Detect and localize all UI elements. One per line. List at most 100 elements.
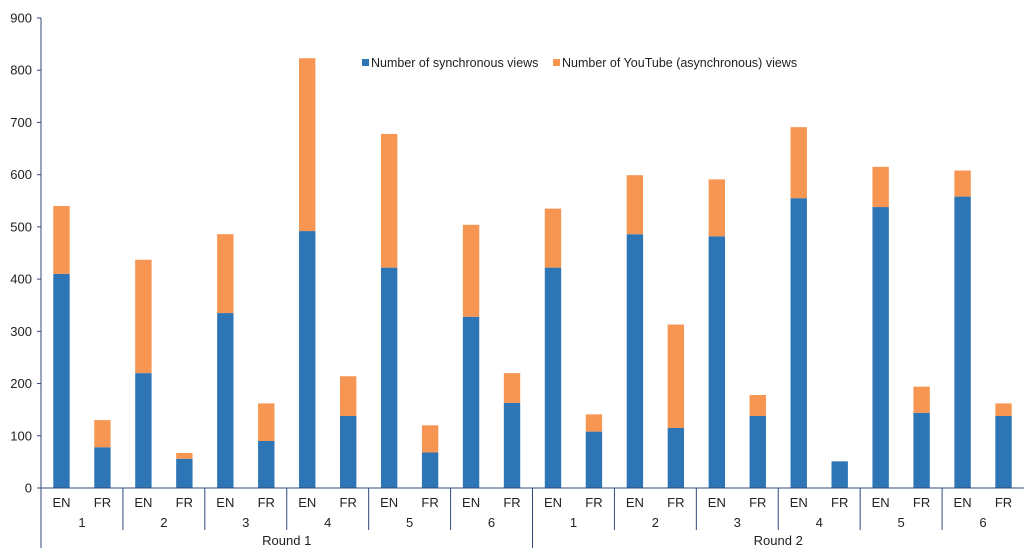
x-category-label: FR (176, 495, 193, 510)
bar-youtube (503, 373, 521, 403)
bar-youtube (53, 206, 70, 274)
x-subgroup-label: 3 (242, 515, 249, 530)
legend: Number of synchronous views Number of You… (362, 56, 797, 70)
bar-synchronous (339, 415, 357, 488)
x-category-label: EN (626, 495, 644, 510)
y-tick-label: 700 (10, 115, 32, 130)
x-category-label: FR (258, 495, 275, 510)
bar-synchronous (749, 415, 766, 488)
x-category-label: FR (913, 495, 930, 510)
x-category-label: FR (995, 495, 1012, 510)
x-category-label: EN (954, 495, 972, 510)
x-category-label: EN (216, 495, 234, 510)
bar-youtube (544, 208, 562, 268)
y-tick-label: 800 (10, 63, 32, 78)
bar-synchronous (217, 313, 234, 488)
y-tick-label: 100 (10, 428, 32, 443)
bar-youtube (94, 420, 111, 448)
bar-synchronous (94, 447, 111, 488)
x-subgroup-label: 3 (734, 515, 741, 530)
bar-youtube (626, 175, 644, 235)
bar-youtube (258, 403, 275, 441)
bar-youtube (380, 133, 398, 268)
bars (53, 58, 1012, 489)
y-tick-label: 600 (10, 167, 32, 182)
x-subgroup-label: 1 (78, 515, 85, 530)
x-subgroup-label: 4 (324, 515, 331, 530)
x-subgroup-label: 6 (488, 515, 495, 530)
x-group-label: Round 2 (754, 533, 803, 548)
bar-synchronous (135, 373, 152, 488)
bar-synchronous (462, 316, 480, 488)
bar-youtube (954, 170, 971, 197)
bar-synchronous (53, 273, 70, 488)
x-subgroup-label: 1 (570, 515, 577, 530)
y-tick-label: 0 (25, 481, 32, 496)
bar-synchronous (872, 207, 889, 489)
bar-synchronous (176, 458, 193, 488)
x-category-label: FR (421, 495, 438, 510)
x-category-label: EN (298, 495, 316, 510)
bar-youtube (299, 58, 316, 232)
bar-synchronous (299, 231, 316, 489)
x-category-label: FR (340, 495, 357, 510)
bar-youtube (585, 414, 603, 432)
x-category-label: EN (52, 495, 70, 510)
bar-youtube (995, 403, 1012, 416)
legend-swatch-youtube (553, 59, 560, 66)
x-group-label: Round 1 (262, 533, 311, 548)
bar-youtube (749, 395, 766, 416)
bar-youtube (790, 127, 807, 199)
bar-synchronous (380, 267, 398, 488)
y-tick-label: 500 (10, 219, 32, 234)
bar-synchronous (544, 267, 562, 488)
x-category-label: FR (585, 495, 602, 510)
bar-youtube (667, 324, 685, 428)
bar-youtube (339, 376, 357, 416)
bar-synchronous (790, 198, 807, 488)
bar-synchronous (954, 196, 971, 488)
bar-synchronous (585, 431, 603, 488)
y-axis: 0 100 200 300 400 500 600 700 800 900 (10, 11, 42, 548)
x-category-label: EN (462, 495, 480, 510)
bar-youtube (421, 425, 439, 453)
bar-youtube (913, 386, 930, 413)
x-subgroup-label: 6 (979, 515, 986, 530)
x-category-label: EN (790, 495, 808, 510)
y-tick-label: 900 (10, 11, 32, 26)
bar-synchronous (667, 427, 685, 488)
x-category-label: FR (749, 495, 766, 510)
bar-youtube (872, 166, 889, 208)
bar-synchronous (258, 441, 275, 488)
legend-label-synchronous: Number of synchronous views (371, 56, 538, 70)
bar-synchronous (913, 412, 930, 488)
x-subgroup-label: 5 (406, 515, 413, 530)
x-subgroup-label: 4 (816, 515, 823, 530)
legend-label-youtube: Number of YouTube (asynchronous) views (562, 56, 797, 70)
bar-synchronous (421, 452, 439, 488)
bar-youtube (708, 179, 726, 237)
x-category-label: EN (380, 495, 398, 510)
bar-synchronous (708, 236, 726, 488)
x-category-label: FR (94, 495, 111, 510)
x-subgroup-label: 2 (160, 515, 167, 530)
y-tick-label: 300 (10, 324, 32, 339)
bar-youtube (135, 259, 152, 374)
x-category-label: EN (872, 495, 890, 510)
x-category-label: FR (667, 495, 684, 510)
bar-synchronous (995, 415, 1012, 488)
bar-synchronous (626, 234, 644, 488)
bar-youtube (176, 453, 193, 459)
legend-swatch-synchronous (362, 59, 369, 66)
y-tick-label: 400 (10, 272, 32, 287)
bar-synchronous (831, 461, 848, 488)
x-category-label: EN (544, 495, 562, 510)
x-category-label: EN (708, 495, 726, 510)
x-category-label: FR (831, 495, 848, 510)
x-subgroup-label: 5 (898, 515, 905, 530)
bar-youtube (217, 234, 234, 314)
bar-synchronous (503, 402, 521, 488)
x-category-label: FR (503, 495, 520, 510)
